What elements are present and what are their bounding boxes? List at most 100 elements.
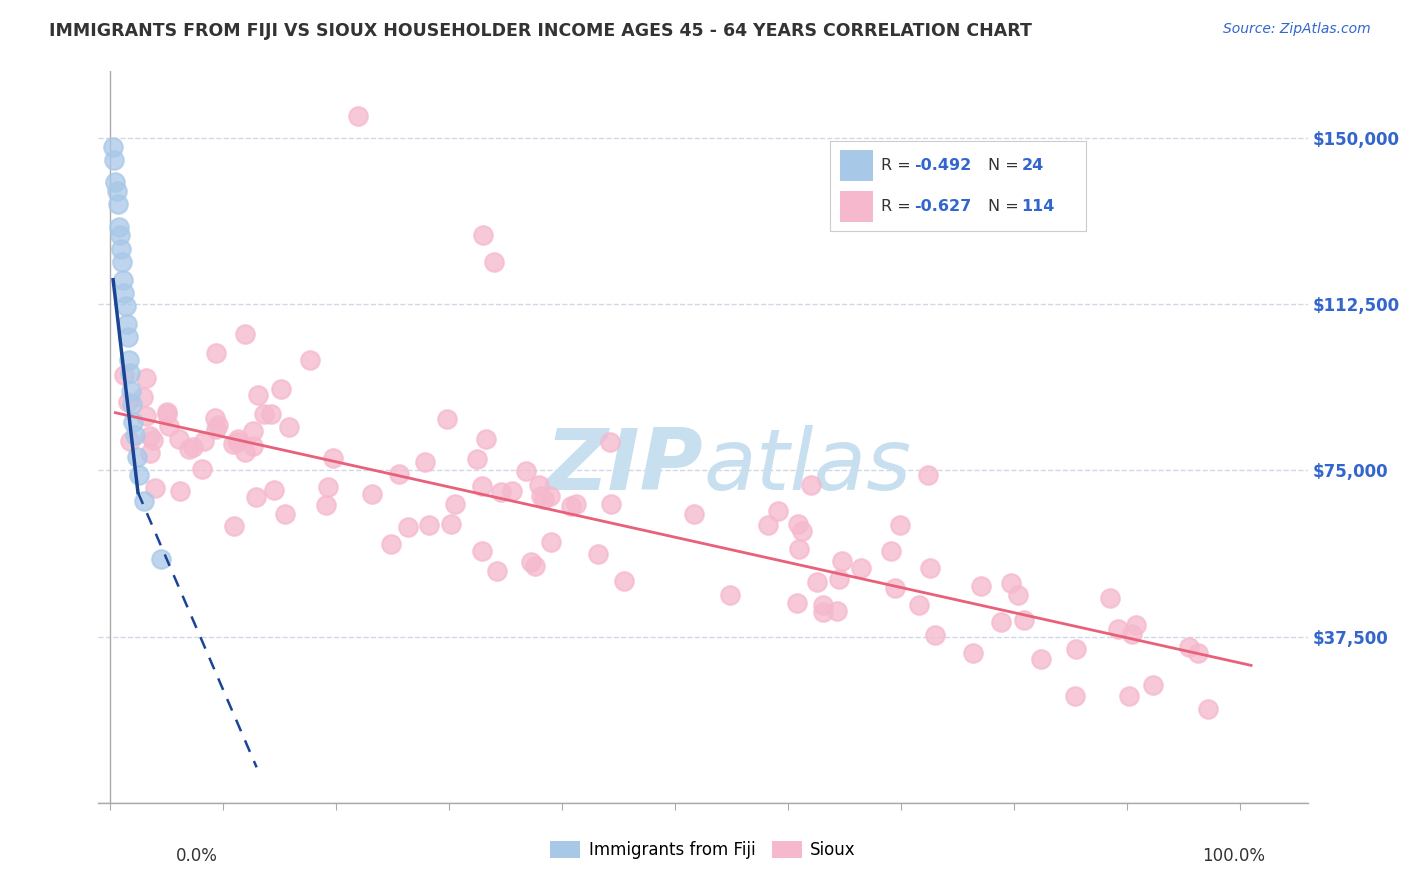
Point xyxy=(167,432,190,446)
Point xyxy=(120,366,142,380)
Point xyxy=(918,561,941,575)
Point xyxy=(117,395,139,409)
Point xyxy=(1064,689,1087,703)
Point xyxy=(889,518,911,533)
Point xyxy=(132,391,155,405)
Point xyxy=(193,434,215,448)
Text: R =: R = xyxy=(880,199,915,214)
Point xyxy=(1142,678,1164,692)
Point xyxy=(828,572,851,586)
Point xyxy=(103,153,125,167)
Point xyxy=(471,479,494,493)
Point xyxy=(105,184,128,198)
Point xyxy=(720,588,742,602)
Point xyxy=(157,418,180,433)
Point xyxy=(274,507,297,521)
Point xyxy=(107,219,129,234)
Point xyxy=(564,497,586,511)
Point xyxy=(806,574,828,589)
Point xyxy=(524,559,547,574)
Point xyxy=(1107,622,1129,636)
Point xyxy=(849,561,872,575)
Text: -0.627: -0.627 xyxy=(914,199,972,214)
Point xyxy=(1197,702,1219,716)
Point xyxy=(540,534,562,549)
Point xyxy=(120,434,142,448)
Text: R =: R = xyxy=(880,158,915,173)
Point xyxy=(179,442,201,457)
Point xyxy=(242,425,264,439)
Point xyxy=(225,435,247,450)
Point xyxy=(1031,651,1053,665)
Point xyxy=(242,439,264,453)
Point xyxy=(143,481,166,495)
Point xyxy=(135,409,157,424)
Point xyxy=(118,352,141,367)
Text: N =: N = xyxy=(988,158,1024,173)
Point xyxy=(418,517,440,532)
Point xyxy=(790,524,813,538)
Point xyxy=(253,407,276,421)
Point xyxy=(436,412,458,426)
Point xyxy=(115,317,138,331)
Point xyxy=(233,326,256,341)
Bar xyxy=(839,151,873,181)
Point xyxy=(226,432,249,446)
Point xyxy=(156,405,179,419)
Point xyxy=(485,564,508,578)
Point xyxy=(233,444,256,458)
Point xyxy=(907,599,929,613)
Point xyxy=(361,486,384,500)
Legend: Immigrants from Fiji, Sioux: Immigrants from Fiji, Sioux xyxy=(541,833,865,868)
Point xyxy=(786,516,808,531)
Point xyxy=(101,139,124,153)
Point xyxy=(970,579,993,593)
Point xyxy=(530,489,553,503)
Point xyxy=(768,504,790,518)
Point xyxy=(132,494,155,508)
Point xyxy=(112,368,135,383)
Point xyxy=(880,543,903,558)
Bar xyxy=(839,192,873,222)
Point xyxy=(117,330,139,344)
Point xyxy=(112,285,135,300)
Point xyxy=(205,422,228,436)
Point xyxy=(1012,613,1035,627)
Point xyxy=(489,485,512,500)
Point xyxy=(533,491,555,506)
Point xyxy=(111,255,134,269)
Point xyxy=(142,433,165,447)
Point xyxy=(1007,588,1029,602)
Point xyxy=(800,478,823,492)
Point xyxy=(599,497,621,511)
Point xyxy=(191,462,214,476)
Point xyxy=(811,599,834,613)
Text: atlas: atlas xyxy=(703,425,911,508)
Point xyxy=(139,446,162,460)
Point xyxy=(260,407,283,421)
Point xyxy=(787,541,810,556)
Point xyxy=(990,615,1012,629)
Point xyxy=(471,543,494,558)
Point xyxy=(825,604,848,618)
Point xyxy=(813,605,835,619)
Point xyxy=(1121,626,1143,640)
Point xyxy=(107,197,129,211)
Point xyxy=(222,436,245,450)
Point xyxy=(388,467,411,482)
Point xyxy=(149,552,172,566)
Point xyxy=(756,518,779,533)
Point xyxy=(613,574,636,588)
Point xyxy=(278,419,301,434)
Point xyxy=(139,429,162,443)
Point xyxy=(1064,641,1087,656)
Point xyxy=(1099,591,1122,606)
Point xyxy=(245,490,267,504)
Point xyxy=(270,382,292,396)
Text: N =: N = xyxy=(988,199,1024,214)
Point xyxy=(125,450,148,464)
Point xyxy=(128,467,150,482)
Point xyxy=(315,498,337,512)
Point xyxy=(263,483,285,497)
Point xyxy=(415,455,437,469)
